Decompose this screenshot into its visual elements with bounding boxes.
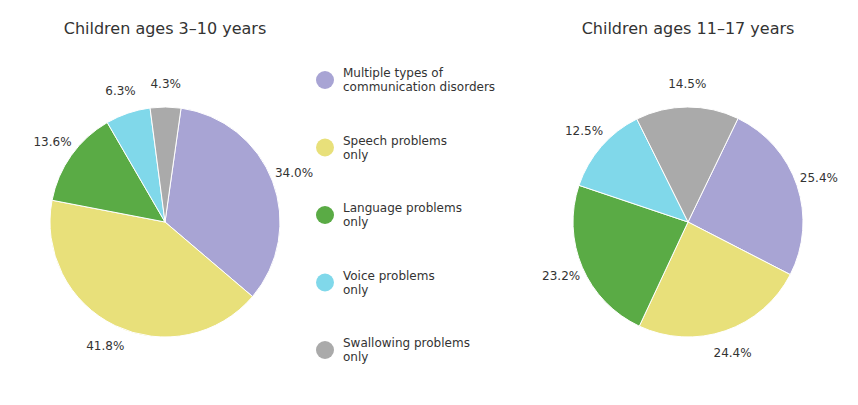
- data-labels: 34.0% 41.8% 13.6% 6.3% 4.3%: [33, 77, 313, 353]
- legend-item: Multiple types ofcommunication disorders: [316, 66, 495, 94]
- legend-label: Swallowing problemsonly: [343, 336, 470, 364]
- legend-item: Voice problemsonly: [316, 269, 435, 297]
- chart-title: Children ages 11–17 years: [582, 19, 795, 38]
- legend-label: Voice problemsonly: [343, 269, 435, 297]
- data-label: 24.4%: [714, 346, 752, 360]
- legend-label-line: only: [343, 215, 368, 229]
- pie-chart: 25.4% 24.4% 23.2% 12.5% 14.5%: [542, 77, 838, 360]
- legend-item: Swallowing problemsonly: [316, 336, 470, 364]
- pie-chart: 34.0% 41.8% 13.6% 6.3% 4.3%: [33, 77, 313, 353]
- legend-swatch: [316, 274, 334, 292]
- legend-label: Speech problemsonly: [343, 134, 447, 162]
- data-label: 23.2%: [542, 269, 580, 283]
- data-label: 6.3%: [105, 84, 136, 98]
- data-label: 4.3%: [150, 77, 181, 91]
- slices: [50, 107, 280, 337]
- data-labels: 25.4% 24.4% 23.2% 12.5% 14.5%: [542, 77, 838, 360]
- chart-canvas: 34.0% 41.8% 13.6% 6.3% 4.3% Children ages 3–1…: [0, 0, 858, 405]
- data-label: 34.0%: [275, 166, 313, 180]
- legend-swatch: [316, 71, 334, 89]
- legend-label-line: communication disorders: [343, 80, 495, 94]
- legend-swatch: [316, 206, 334, 224]
- pie-slice: [50, 200, 253, 337]
- legend-label-line: only: [343, 283, 368, 297]
- legend-label-line: only: [343, 350, 368, 364]
- legend-label-line: Swallowing problems: [343, 336, 470, 350]
- legend-label-line: Voice problems: [343, 269, 435, 283]
- legend-label-line: Multiple types of: [343, 66, 444, 80]
- data-label: 12.5%: [565, 124, 603, 138]
- legend-label-line: Language problems: [343, 201, 462, 215]
- legend-label: Multiple types ofcommunication disorders: [343, 66, 495, 94]
- slices: [573, 107, 803, 337]
- data-label: 13.6%: [33, 135, 71, 149]
- data-label: 14.5%: [668, 77, 706, 91]
- legend-label-line: Speech problems: [343, 134, 447, 148]
- pie-slice: [637, 107, 738, 222]
- legend-swatch: [316, 341, 334, 359]
- data-label: 41.8%: [86, 339, 124, 353]
- legend-item: Language problemsonly: [316, 201, 462, 229]
- chart-title: Children ages 3–10 years: [64, 19, 267, 38]
- legend: Multiple types ofcommunication disorders…: [316, 66, 495, 364]
- pie-slice: [150, 107, 181, 222]
- data-label: 25.4%: [800, 171, 838, 185]
- legend-swatch: [316, 139, 334, 157]
- legend-label-line: only: [343, 148, 368, 162]
- legend-label: Language problemsonly: [343, 201, 462, 229]
- legend-item: Speech problemsonly: [316, 134, 447, 162]
